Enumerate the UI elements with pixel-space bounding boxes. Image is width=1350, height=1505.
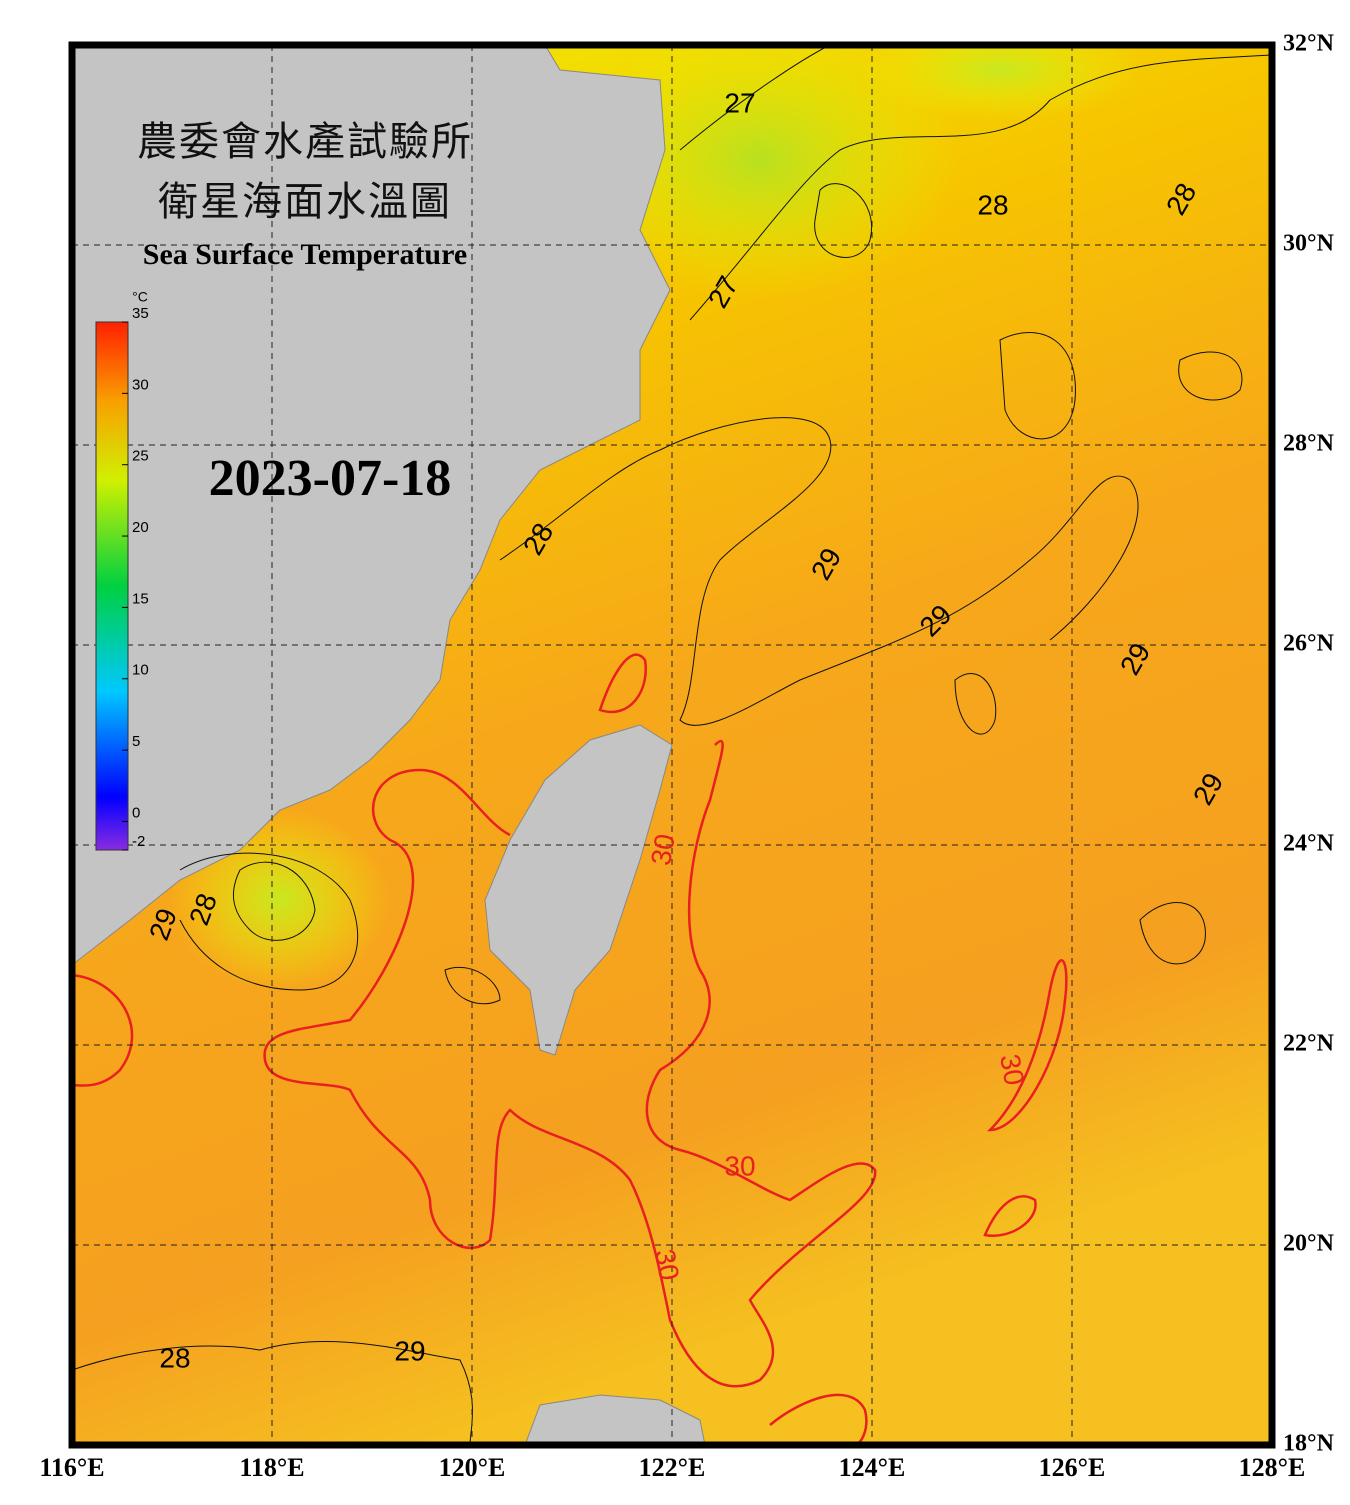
- colorbar-tick-label: 0: [132, 804, 140, 821]
- contour-label: 28: [159, 1342, 190, 1373]
- title-zh: 農委會水產試驗所: [137, 119, 473, 165]
- contour-label: 28: [977, 189, 1008, 220]
- luzon: [524, 1394, 706, 1445]
- colorbar-tick-label: -2: [132, 833, 145, 850]
- contour-label: 27: [724, 87, 755, 118]
- contour-label: 30: [645, 832, 681, 868]
- y-tick-label: 28°N: [1283, 431, 1335, 457]
- colorbar-tick-label: 20: [132, 519, 149, 536]
- contour-label: 30: [649, 1247, 685, 1283]
- date: 2023-07-18: [209, 450, 452, 507]
- x-tick-label: 118°E: [239, 1453, 304, 1482]
- y-tick-label: 18°N: [1283, 1431, 1335, 1457]
- colorbar-tick-label: 5: [132, 733, 140, 750]
- contour-label: 30: [724, 1150, 755, 1181]
- map-frame: [68, 41, 1276, 1449]
- contours-red: [72, 653, 1068, 1445]
- x-tick-label: 124°E: [839, 1453, 906, 1482]
- contour-label: 29: [394, 1335, 425, 1366]
- colorbar-tick-label: 10: [132, 662, 149, 679]
- colorbar-tick-label: 25: [132, 448, 149, 465]
- x-tick-label: 128°E: [1239, 1453, 1306, 1482]
- cool-water: [860, 45, 1140, 120]
- colorbar-tick-label: 35: [132, 305, 149, 322]
- y-tick-label: 20°N: [1283, 1231, 1335, 1257]
- title-zh: 衛星海面水溫圖: [158, 179, 452, 225]
- colorbar-tick-label: 15: [132, 590, 149, 607]
- contour-label: 30: [994, 1052, 1030, 1088]
- mainland-china: [72, 45, 671, 966]
- y-tick-label: 24°N: [1283, 831, 1335, 857]
- colorbar-tick-label: 30: [132, 376, 149, 393]
- axis-labels: 116°E 118°E 120°E 122°E 124°E 126°E 128°E18°N 2…: [39, 31, 1334, 1482]
- y-tick-label: 22°N: [1283, 1031, 1335, 1057]
- colorbar-unit: °C: [132, 289, 148, 305]
- x-tick-label: 120°E: [439, 1453, 506, 1482]
- y-tick-label: 26°N: [1283, 631, 1335, 657]
- y-tick-label: 30°N: [1283, 231, 1335, 257]
- x-tick-label: 116°E: [39, 1453, 104, 1482]
- contours-black: [72, 45, 1272, 1445]
- title-en: Sea Surface Temperature: [143, 238, 467, 271]
- colorbar: [95, 321, 129, 851]
- colorbar-ticks: 35 30 25 20 15 10 5 0 -2: [122, 305, 149, 851]
- graticule: [72, 45, 1272, 1445]
- taiwan: [484, 724, 673, 1056]
- x-tick-label: 126°E: [1039, 1453, 1106, 1482]
- x-tick-label: 122°E: [639, 1453, 706, 1482]
- y-tick-label: 32°N: [1283, 31, 1335, 57]
